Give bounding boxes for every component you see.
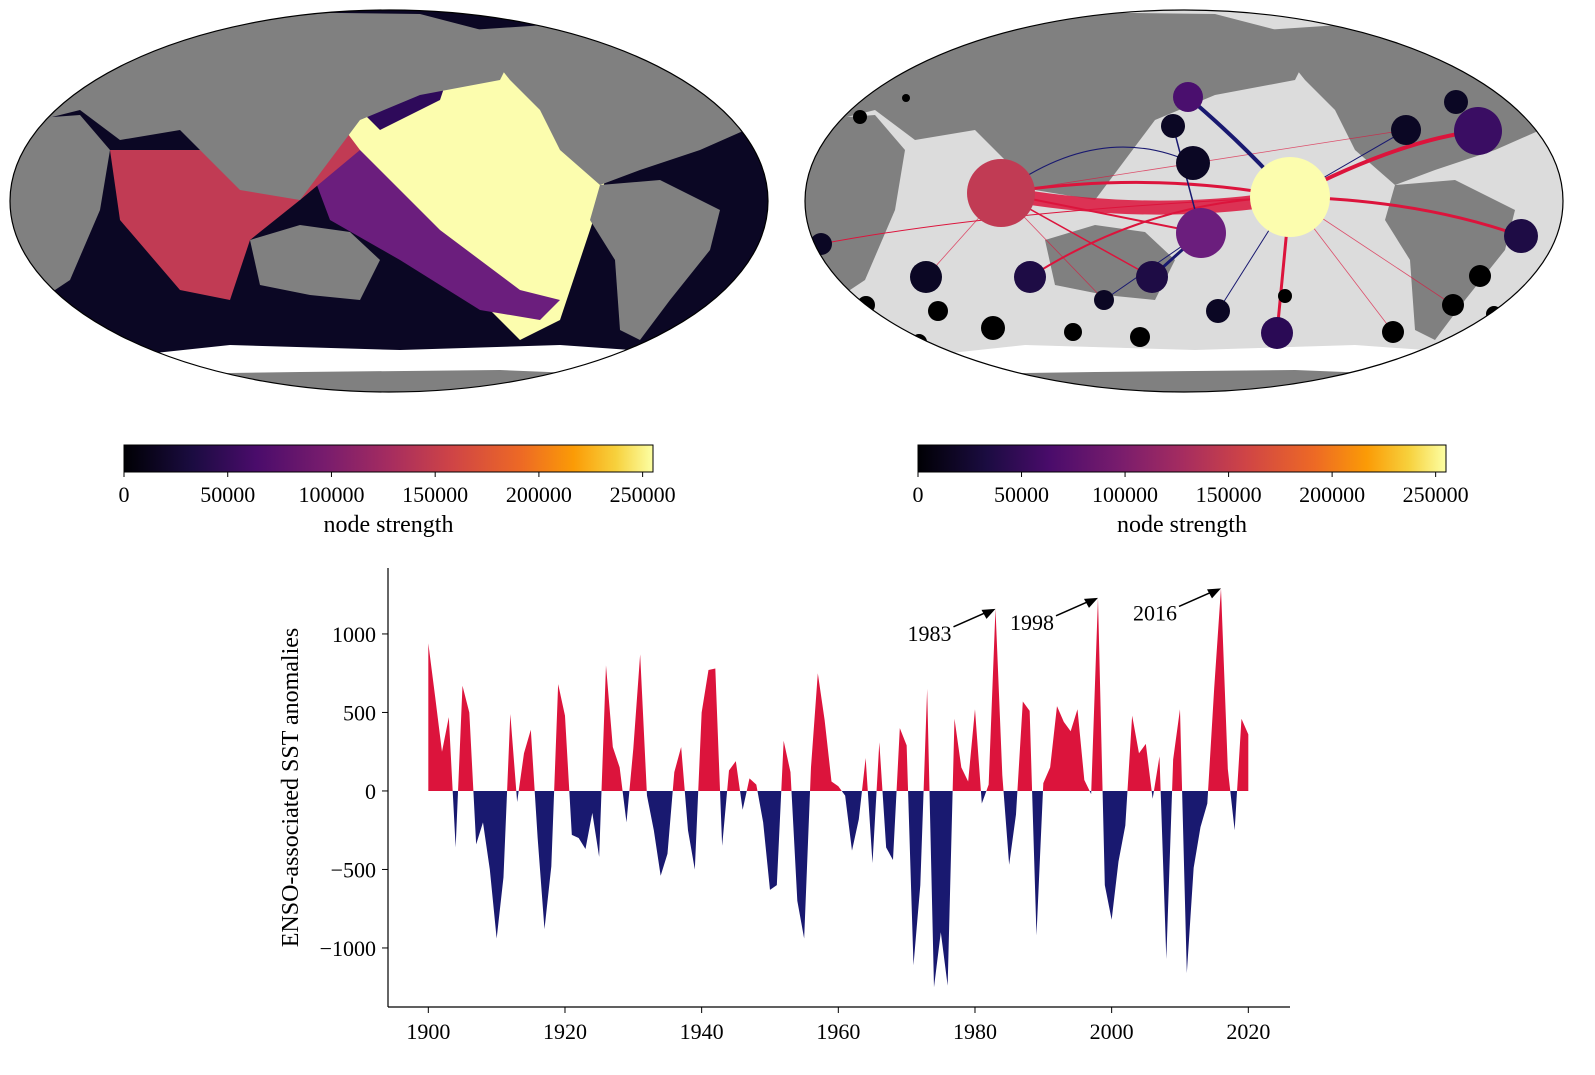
annotation: 1983 [907, 621, 951, 646]
colorbar-label: node strength [324, 512, 454, 538]
y-axis-label: ENSO-associated SST anomalies [278, 628, 304, 948]
colorbar-tick-label: 100000 [298, 482, 364, 507]
annotation-arrowhead [981, 608, 996, 619]
x-tick-label: 1940 [680, 1019, 724, 1044]
map-frame [804, 9, 1564, 393]
colorbar-tick-label: 150000 [1196, 482, 1262, 507]
annotation-arrow [953, 611, 988, 628]
annotation-arrowhead [1206, 588, 1221, 599]
map-frame [9, 9, 769, 393]
network-nodes [810, 34, 1538, 350]
colorbar-tick-label: 0 [119, 482, 130, 507]
colorbar-tick-label: 200000 [1299, 482, 1365, 507]
annotation: 1998 [1010, 610, 1054, 635]
x-tick-label: 2000 [1090, 1019, 1134, 1044]
map-right [805, 10, 1563, 392]
colorbar-tick-label: 200000 [506, 482, 572, 507]
colorbar-tick-label: 50000 [994, 482, 1049, 507]
colorbar [917, 444, 1447, 473]
colorbar-label: node strength [1117, 512, 1247, 538]
annotation: 2016 [1133, 600, 1177, 625]
colorbar-tick-label: 150000 [402, 482, 468, 507]
y-tick-label: 500 [343, 700, 376, 725]
y-tick-label: −500 [331, 857, 376, 882]
x-tick-label: 2020 [1226, 1019, 1270, 1044]
x-tick-label: 1980 [953, 1019, 997, 1044]
y-tick-label: −1000 [320, 936, 376, 961]
colorbar-tick-label: 100000 [1092, 482, 1158, 507]
colorbar-tick-label: 250000 [610, 482, 676, 507]
y-tick-label: 0 [365, 779, 376, 804]
colorbar [123, 444, 654, 473]
x-tick-label: 1900 [406, 1019, 450, 1044]
x-tick-label: 1920 [543, 1019, 587, 1044]
map-left [10, 10, 768, 392]
colorbar-tick-label: 250000 [1403, 482, 1469, 507]
colorbar-tick-label: 0 [913, 482, 924, 507]
colorbar-tick-label: 50000 [200, 482, 255, 507]
annotation-arrow [1055, 600, 1091, 617]
y-tick-label: 1000 [332, 622, 376, 647]
area-positive [428, 588, 1249, 791]
annotation-arrow [1178, 590, 1214, 608]
x-tick-label: 1960 [816, 1019, 860, 1044]
annotation-arrowhead [1083, 597, 1098, 608]
